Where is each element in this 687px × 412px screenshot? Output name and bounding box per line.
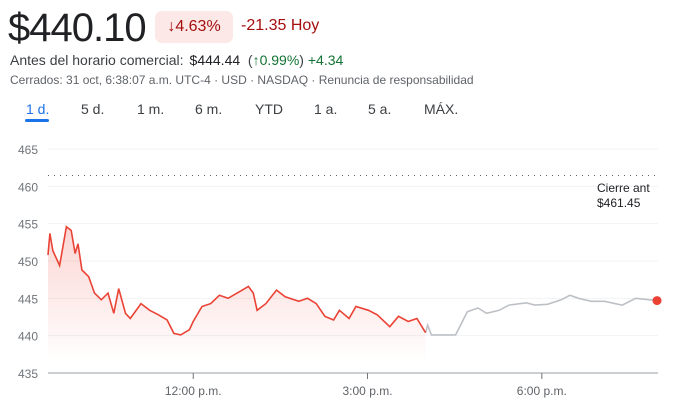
- y-tick-label: 455: [18, 218, 38, 232]
- x-tick-label: 6:00 p.m.: [517, 384, 567, 398]
- y-tick-label: 465: [18, 143, 38, 157]
- up-arrow-icon: ↑: [252, 52, 260, 68]
- tab-5d[interactable]: 5 d.: [81, 101, 105, 117]
- tab-5y[interactable]: 5 a.: [368, 101, 392, 117]
- tab-1m[interactable]: 1 m.: [137, 101, 165, 117]
- down-arrow-icon: ↓: [167, 18, 176, 35]
- market-status: Cerrados: 31 oct, 6:38:07 a.m. UTC-4 · U…: [10, 73, 474, 87]
- premarket-abs: +4.34: [307, 52, 344, 68]
- paren: ): [299, 52, 304, 68]
- current-price-dot: [652, 296, 662, 306]
- y-tick-label: 450: [18, 255, 38, 269]
- premarket-price: $444.44: [189, 52, 241, 68]
- tab-max[interactable]: MÁX.: [424, 101, 459, 117]
- x-tick-label: 3:00 p.m.: [343, 384, 393, 398]
- current-price: $440.10: [8, 6, 147, 50]
- x-tick-label: 12:00 p.m.: [165, 384, 222, 398]
- premarket-pct: 0.99%: [259, 52, 300, 68]
- y-tick-label: 435: [18, 367, 38, 381]
- previous-close-value: $461.45: [597, 196, 641, 210]
- paren: (: [247, 52, 253, 68]
- tab-ytd[interactable]: YTD: [255, 101, 283, 117]
- after-hours-line: [424, 294, 658, 336]
- y-tick-label: 460: [18, 180, 38, 194]
- regular-session-line: [47, 225, 427, 336]
- active-tab-indicator: [25, 119, 49, 122]
- previous-close-label: Cierre ant: [597, 181, 650, 195]
- tab-6m[interactable]: 6 m.: [195, 101, 223, 117]
- change-amount: -21.35 Hoy: [241, 17, 320, 34]
- change-percent: 4.63%: [175, 18, 221, 35]
- premarket-label: Antes del horario comercial:: [10, 52, 184, 68]
- y-tick-label: 445: [18, 292, 38, 306]
- tab-1d[interactable]: 1 d.: [26, 101, 50, 117]
- price-area-fill: [48, 226, 426, 363]
- change-percent-badge: ↓4.63%: [155, 11, 233, 43]
- premarket-row: Antes del horario comercial: $444.44 (↑0.…: [10, 52, 343, 68]
- tab-1y[interactable]: 1 a.: [314, 101, 338, 117]
- y-tick-label: 440: [18, 330, 38, 344]
